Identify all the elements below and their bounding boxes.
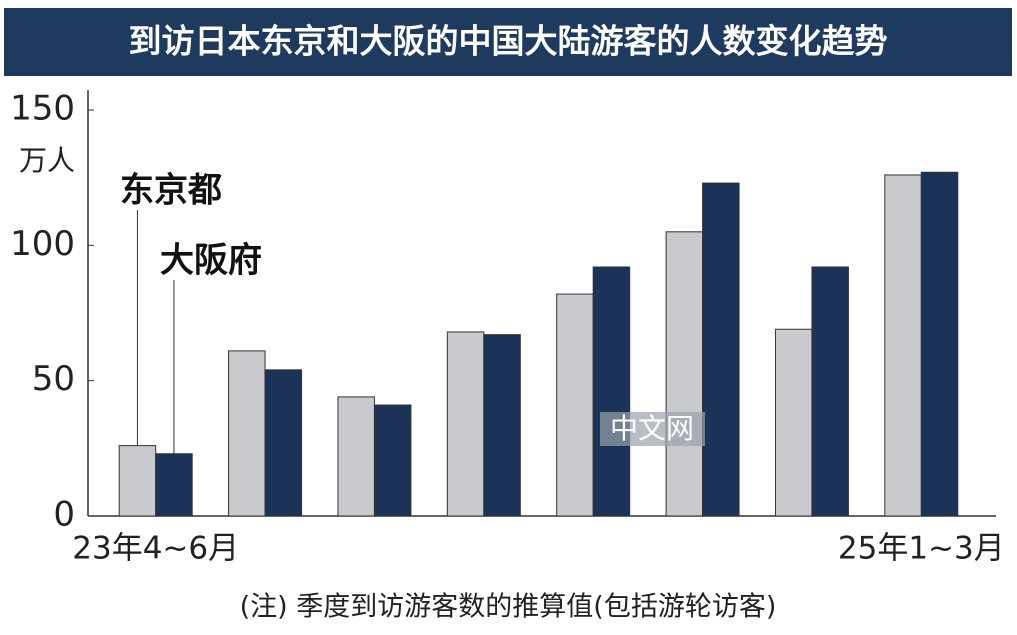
y-tick-label: 100 (10, 224, 75, 264)
chart-title: 到访日本东京和大阪的中国大陆游客的人数变化趋势 (129, 22, 888, 61)
bar (702, 182, 740, 517)
x-tick-label: 25年1~3月 (838, 531, 1005, 567)
bar (264, 369, 303, 517)
bar (811, 266, 849, 517)
note: (注) 季度到访游客数的推算值(包括游轮访客) (240, 592, 777, 623)
bar (373, 404, 412, 517)
watermark-bg (600, 412, 705, 446)
bar (665, 231, 704, 517)
bar (155, 453, 193, 517)
title-bar (4, 8, 1012, 76)
bar (774, 328, 813, 517)
legend-label: 大阪府 (160, 241, 262, 281)
bar (337, 396, 375, 517)
bar (446, 331, 485, 517)
bar (592, 266, 631, 517)
y-tick-label: 150 (10, 89, 75, 129)
x-tick-label: 23年4~6月 (72, 531, 239, 567)
y-tick-label: 0 (53, 495, 75, 535)
watermark: 中文网 (610, 412, 694, 445)
bar (556, 293, 594, 517)
bar (483, 334, 521, 517)
bar (884, 174, 922, 517)
bar (920, 171, 959, 517)
bar (228, 350, 266, 517)
y-unit: 万人 (19, 144, 75, 177)
bar (118, 445, 157, 517)
y-tick-label: 50 (32, 359, 75, 399)
legend-label: 东京都 (120, 171, 222, 211)
